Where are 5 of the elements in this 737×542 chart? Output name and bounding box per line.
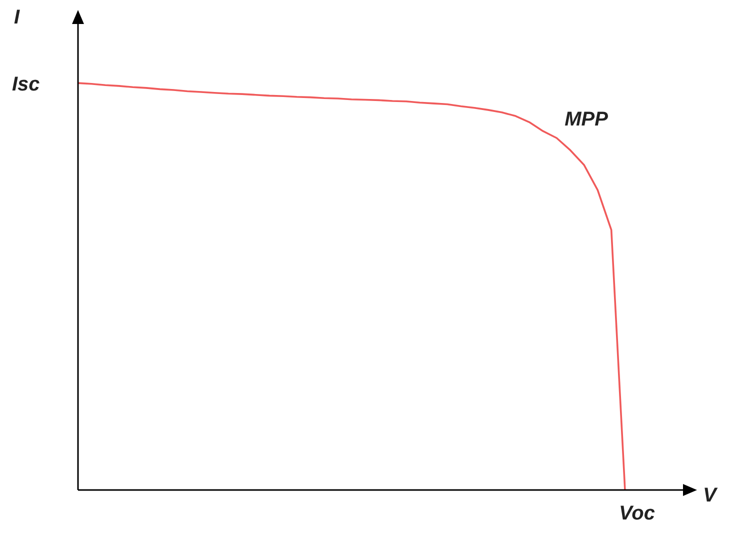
text: Voc: [619, 502, 655, 525]
text: Isc: [12, 74, 40, 96]
x-axis-title: V: [703, 484, 718, 507]
annotation: MPP: [564, 108, 609, 131]
y-axis-title: I: [14, 6, 20, 29]
